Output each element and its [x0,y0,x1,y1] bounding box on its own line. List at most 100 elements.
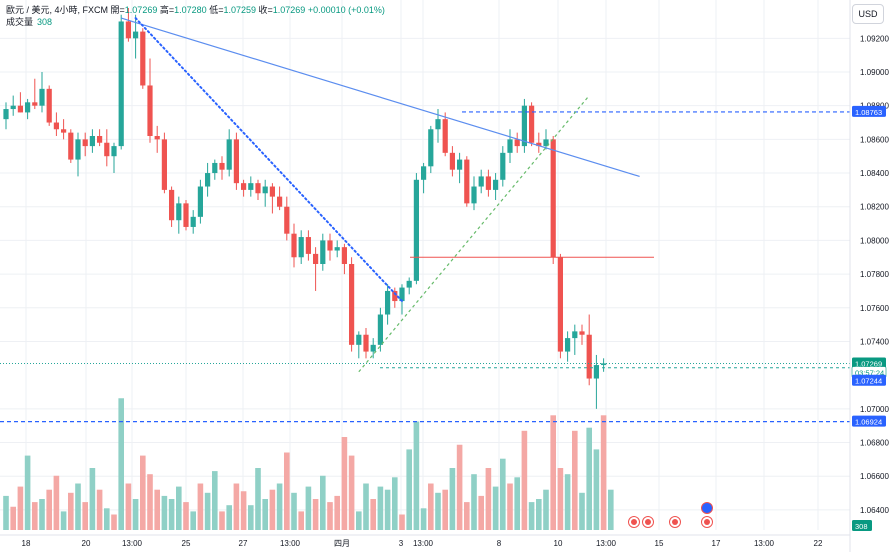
candle-body [536,142,542,147]
volume-bar [154,489,160,530]
y-tick-label: 1.09000 [860,68,889,77]
volume-bar [291,492,297,530]
symbol-header: 歐元 / 美元, 4小時, FXCM 開=1.07269 高=1.07280 低… [6,4,385,16]
price-label-text: 03:57:24 [855,369,884,378]
volume-bar [24,455,31,530]
volume-bar [507,483,513,530]
volume-bar [269,489,276,530]
close-label: 收= [258,5,273,15]
volume-bar [464,502,470,530]
candle-body [140,31,146,86]
volume-bar [176,486,182,530]
candle-body [262,186,268,194]
y-tick-label: 1.07000 [860,405,889,414]
candle-body [341,247,347,264]
candle-body [449,152,455,170]
candle-body [370,344,376,352]
volume-bar [320,475,326,530]
x-tick-label: 13:00 [754,539,775,548]
volume-bar [104,508,110,530]
candle-body [385,290,391,315]
volume-bar [449,468,456,530]
volume-bar [46,489,52,530]
x-tick-label: 20 [82,539,91,548]
volume-bar [572,430,578,530]
candle-body [464,159,470,204]
candle-body [428,129,434,167]
volume-bar [420,508,427,530]
volume-bar [161,495,168,530]
volume-value: 308 [37,17,53,27]
volume-bar [327,502,333,530]
volume-bars [3,398,614,530]
volume-bar [39,499,45,530]
volume-bar [485,468,492,530]
currency-button[interactable]: USD [852,4,884,24]
volume-bar [500,458,506,530]
y-tick-label: 1.07400 [860,337,889,346]
y-tick-label: 1.08600 [860,135,889,144]
x-tick-label: 25 [182,539,191,548]
volume-bar [248,505,254,530]
candle-body [125,21,131,39]
candle-body [233,139,239,184]
close-value: 1.07269 [272,5,306,15]
price-label-box [852,415,886,427]
volume-bar [140,455,146,530]
candle-body [356,334,362,345]
candle-body [586,334,592,379]
candle-body [320,240,326,264]
x-tick-label: 10 [554,539,563,548]
candle-body [82,139,88,147]
x-tick-label: 3 [399,539,404,548]
change-value: +0.00010 (+0.01%) [307,5,385,15]
candle-body [111,146,117,157]
volume-bar [564,474,571,530]
volume-bar [514,477,520,530]
low-value: 1.07259 [223,5,256,15]
time-axis: 18 20 13:00 25 27 13:00 四月 3 13:00 8 10 13:00 15 17 13… [0,534,850,548]
low-label: 低= [209,5,224,15]
volume-bar [312,499,319,530]
candle-body [565,338,571,352]
volume-bar [478,495,484,530]
volume-bar [82,502,88,530]
y-tick-label: 1.07800 [860,270,889,279]
symbol-title[interactable]: 歐元 / 美元, 4小時, FXCM [6,5,109,15]
candle-body [313,253,319,264]
price-label: 1.08763 [852,105,886,117]
x-tick-label: 13:00 [596,539,617,548]
volume-bar [32,502,38,530]
candle-body [32,102,38,106]
price-label-box [852,374,886,386]
y-tick-label: 1.08400 [860,169,889,178]
x-tick-label: 8 [497,539,502,548]
volume-bar [435,492,441,530]
volume-bar [442,489,448,530]
candle-body [593,365,599,379]
volume-bar [456,444,463,530]
volume-bar [406,449,412,530]
volume-bar [132,499,139,530]
volume-bar [125,483,132,530]
us-flag-icon-dot [672,519,678,525]
volume-bar [341,437,348,530]
candle-body [572,331,578,339]
x-tick-label: 13:00 [413,539,434,548]
trend-line-dotted [134,17,403,303]
candle-body [154,136,160,140]
volume-bar [557,468,564,530]
volume-bar [17,486,24,530]
volume-bar [212,471,218,530]
y-tick-label: 1.08000 [860,236,889,245]
lightning-icon-dot [631,519,637,525]
economic-event-icon [701,502,713,514]
candle-body [226,139,232,170]
candle-body [413,179,419,281]
volume-label[interactable]: 成交量 [6,17,34,27]
candle-body [89,136,95,147]
price-label-box [852,357,886,369]
candle-body [579,331,585,335]
candle-body [205,173,211,187]
